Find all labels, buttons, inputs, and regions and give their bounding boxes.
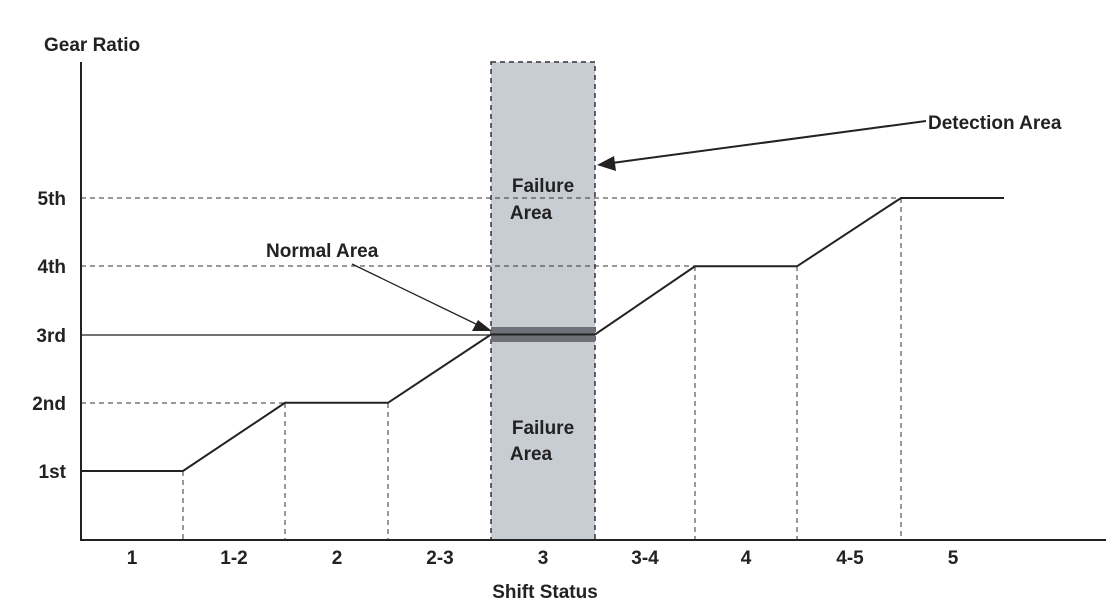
y-axis-title: Gear Ratio	[44, 35, 140, 56]
y-label-5th: 5th	[38, 189, 67, 210]
y-label-3rd: 3rd	[36, 326, 66, 347]
x-label-3: 3	[538, 548, 549, 569]
y-label-1st: 1st	[39, 462, 67, 483]
normal-area-arrow	[351, 263, 479, 326]
detection-area-arrowhead	[597, 156, 616, 171]
y-label-4th: 4th	[38, 257, 67, 278]
failure-area-lower-line1: Failure	[512, 418, 574, 439]
y-label-2nd: 2nd	[32, 394, 66, 415]
failure-area-upper-line1: Failure	[512, 176, 574, 197]
x-label-4-5: 4-5	[836, 548, 864, 569]
x-label-1-2: 1-2	[220, 548, 247, 569]
x-label-2-3: 2-3	[426, 548, 453, 569]
x-label-4: 4	[741, 548, 752, 569]
x-label-2: 2	[332, 548, 343, 569]
detection-area-label: Detection Area	[928, 113, 1062, 134]
stage-dividers	[182, 198, 902, 540]
x-label-1: 1	[127, 548, 138, 569]
x-label-5: 5	[948, 548, 959, 569]
failure-area-lower-line2: Area	[510, 444, 553, 465]
x-axis-title: Shift Status	[492, 582, 598, 603]
normal-area-label: Normal Area	[266, 241, 379, 262]
failure-area-upper-line2: Area	[510, 203, 553, 224]
detection-area	[490, 61, 596, 541]
gear-ratio-curve	[81, 197, 1004, 472]
detection-area-arrow	[611, 120, 927, 164]
x-label-3-4: 3-4	[631, 548, 659, 569]
normal-area-arrowhead	[472, 320, 492, 331]
